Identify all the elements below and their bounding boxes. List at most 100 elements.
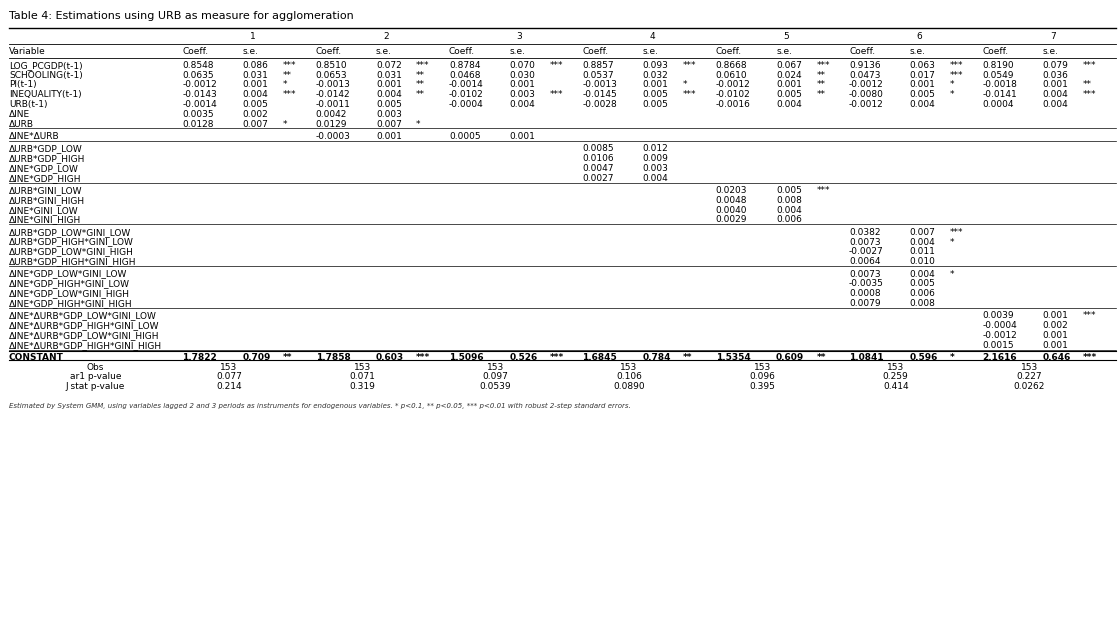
Text: 0.8784: 0.8784 [449, 61, 481, 70]
Text: -0.0141: -0.0141 [983, 90, 1017, 99]
Text: -0.0004: -0.0004 [983, 321, 1017, 330]
Text: Coeff.: Coeff. [716, 47, 742, 56]
Text: *: * [949, 237, 954, 247]
Text: 0.0537: 0.0537 [582, 70, 614, 80]
Text: 0.005: 0.005 [776, 186, 802, 195]
Text: -0.0003: -0.0003 [315, 132, 350, 141]
Text: ***: *** [949, 228, 964, 237]
Text: ΔURB*GINI_LOW: ΔURB*GINI_LOW [9, 186, 83, 195]
Text: 0.0473: 0.0473 [849, 70, 881, 80]
Text: ***: *** [416, 353, 430, 362]
Text: -0.0143: -0.0143 [182, 90, 217, 99]
Text: 0.0005: 0.0005 [449, 132, 481, 141]
Text: 0.004: 0.004 [376, 90, 401, 99]
Text: 1.0841: 1.0841 [849, 353, 883, 362]
Text: 0.001: 0.001 [1043, 80, 1069, 89]
Text: 0.0015: 0.0015 [983, 341, 1014, 350]
Text: 0.007: 0.007 [243, 120, 268, 128]
Text: INEQUALITY(t-1): INEQUALITY(t-1) [9, 90, 82, 99]
Text: 0.0040: 0.0040 [716, 206, 747, 215]
Text: 0.001: 0.001 [376, 80, 401, 89]
Text: 0.106: 0.106 [616, 372, 642, 381]
Text: -0.0011: -0.0011 [315, 100, 350, 109]
Text: **: ** [816, 353, 826, 362]
Text: 153: 153 [620, 363, 637, 372]
Text: Variable: Variable [9, 47, 46, 56]
Text: -0.0004: -0.0004 [449, 100, 484, 109]
Text: 0.0042: 0.0042 [315, 110, 347, 119]
Text: 0.227: 0.227 [1016, 372, 1042, 381]
Text: 0.526: 0.526 [510, 353, 538, 362]
Text: -0.0027: -0.0027 [849, 248, 884, 256]
Text: -0.0012: -0.0012 [716, 80, 750, 89]
Text: 0.077: 0.077 [216, 372, 241, 381]
Text: 0.8857: 0.8857 [582, 61, 614, 70]
Text: -0.0102: -0.0102 [716, 90, 750, 99]
Text: 0.011: 0.011 [909, 248, 936, 256]
Text: 153: 153 [487, 363, 504, 372]
Text: -0.0080: -0.0080 [849, 90, 884, 99]
Text: 0.003: 0.003 [643, 164, 669, 173]
Text: 0.414: 0.414 [883, 382, 909, 391]
Text: -0.0014: -0.0014 [182, 100, 217, 109]
Text: 0.005: 0.005 [909, 90, 936, 99]
Text: 0.031: 0.031 [243, 70, 268, 80]
Text: 0.004: 0.004 [909, 237, 935, 247]
Text: **: ** [416, 90, 425, 99]
Text: ΔINE*ΔURB*GDP_HIGH*GINI_LOW: ΔINE*ΔURB*GDP_HIGH*GINI_LOW [9, 321, 160, 330]
Text: ΔURB*GDP_HIGH*GINI_LOW: ΔURB*GDP_HIGH*GINI_LOW [9, 237, 134, 247]
Text: 0.001: 0.001 [1043, 341, 1069, 350]
Text: Obs: Obs [87, 363, 104, 372]
Text: ΔINE*ΔURB*GDP_HIGH*GINI_HIGH: ΔINE*ΔURB*GDP_HIGH*GINI_HIGH [9, 341, 162, 350]
Text: 0.596: 0.596 [909, 353, 938, 362]
Text: **: ** [416, 80, 425, 89]
Text: 0.002: 0.002 [243, 110, 268, 119]
Text: ***: *** [949, 70, 964, 80]
Text: *: * [683, 80, 688, 89]
Text: 0.8548: 0.8548 [182, 61, 214, 70]
Text: ***: *** [949, 61, 964, 70]
Text: 0.030: 0.030 [510, 70, 536, 80]
Text: 0.709: 0.709 [243, 353, 271, 362]
Text: 0.007: 0.007 [909, 228, 936, 237]
Text: **: ** [416, 70, 425, 80]
Text: 0.0635: 0.0635 [182, 70, 214, 80]
Text: 0.097: 0.097 [483, 372, 509, 381]
Text: 0.004: 0.004 [776, 206, 802, 215]
Text: 0.093: 0.093 [643, 61, 669, 70]
Text: 1.5354: 1.5354 [716, 353, 750, 362]
Text: -0.0013: -0.0013 [315, 80, 350, 89]
Text: Coeff.: Coeff. [449, 47, 475, 56]
Text: 0.8668: 0.8668 [716, 61, 747, 70]
Text: **: ** [816, 80, 825, 89]
Text: CONSTANT: CONSTANT [9, 353, 64, 362]
Text: *: * [949, 80, 954, 89]
Text: 0.0890: 0.0890 [613, 382, 645, 391]
Text: 153: 153 [1021, 363, 1038, 372]
Text: s.e.: s.e. [243, 47, 258, 56]
Text: 0.005: 0.005 [776, 90, 802, 99]
Text: *: * [283, 120, 287, 128]
Text: -0.0018: -0.0018 [983, 80, 1017, 89]
Text: ***: *** [283, 90, 296, 99]
Text: 0.036: 0.036 [1043, 70, 1069, 80]
Text: URB(t-1): URB(t-1) [9, 100, 47, 109]
Text: 0.001: 0.001 [1043, 311, 1069, 320]
Text: 0.0035: 0.0035 [182, 110, 214, 119]
Text: 0.395: 0.395 [749, 382, 775, 391]
Text: 0.003: 0.003 [376, 110, 401, 119]
Text: 4: 4 [650, 32, 655, 41]
Text: 0.017: 0.017 [909, 70, 936, 80]
Text: -0.0102: -0.0102 [449, 90, 484, 99]
Text: 0.0047: 0.0047 [582, 164, 614, 173]
Text: 0.319: 0.319 [349, 382, 376, 391]
Text: Coeff.: Coeff. [182, 47, 208, 56]
Text: 0.0468: 0.0468 [449, 70, 481, 80]
Text: ΔURB*GDP_LOW: ΔURB*GDP_LOW [9, 144, 83, 153]
Text: LOG_PCGDP(t-1): LOG_PCGDP(t-1) [9, 61, 83, 70]
Text: 0.0382: 0.0382 [849, 228, 881, 237]
Text: 0.001: 0.001 [510, 80, 536, 89]
Text: 0.001: 0.001 [1043, 331, 1069, 340]
Text: ***: *** [416, 61, 429, 70]
Text: Coeff.: Coeff. [582, 47, 608, 56]
